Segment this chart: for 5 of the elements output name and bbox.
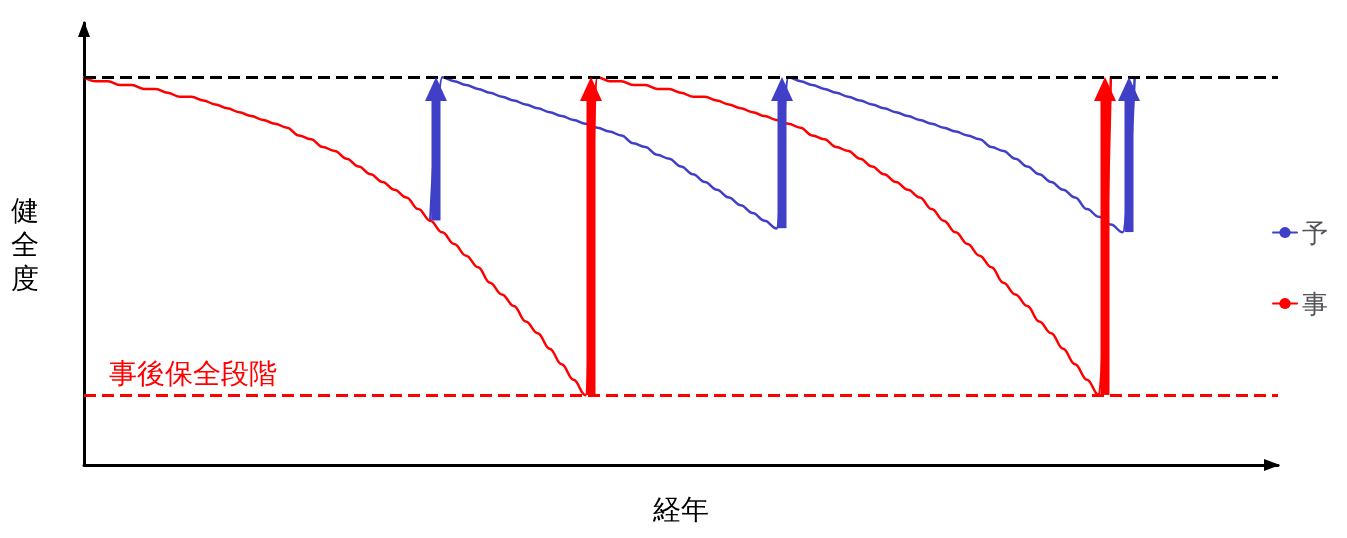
legend-label: 予: [1302, 217, 1328, 248]
x-axis-title: 経年: [652, 492, 709, 526]
ref-line-label: 事後保全段階: [109, 356, 277, 390]
y-axis-title: 健全度: [11, 193, 39, 295]
legend-label: 事: [1302, 288, 1328, 319]
